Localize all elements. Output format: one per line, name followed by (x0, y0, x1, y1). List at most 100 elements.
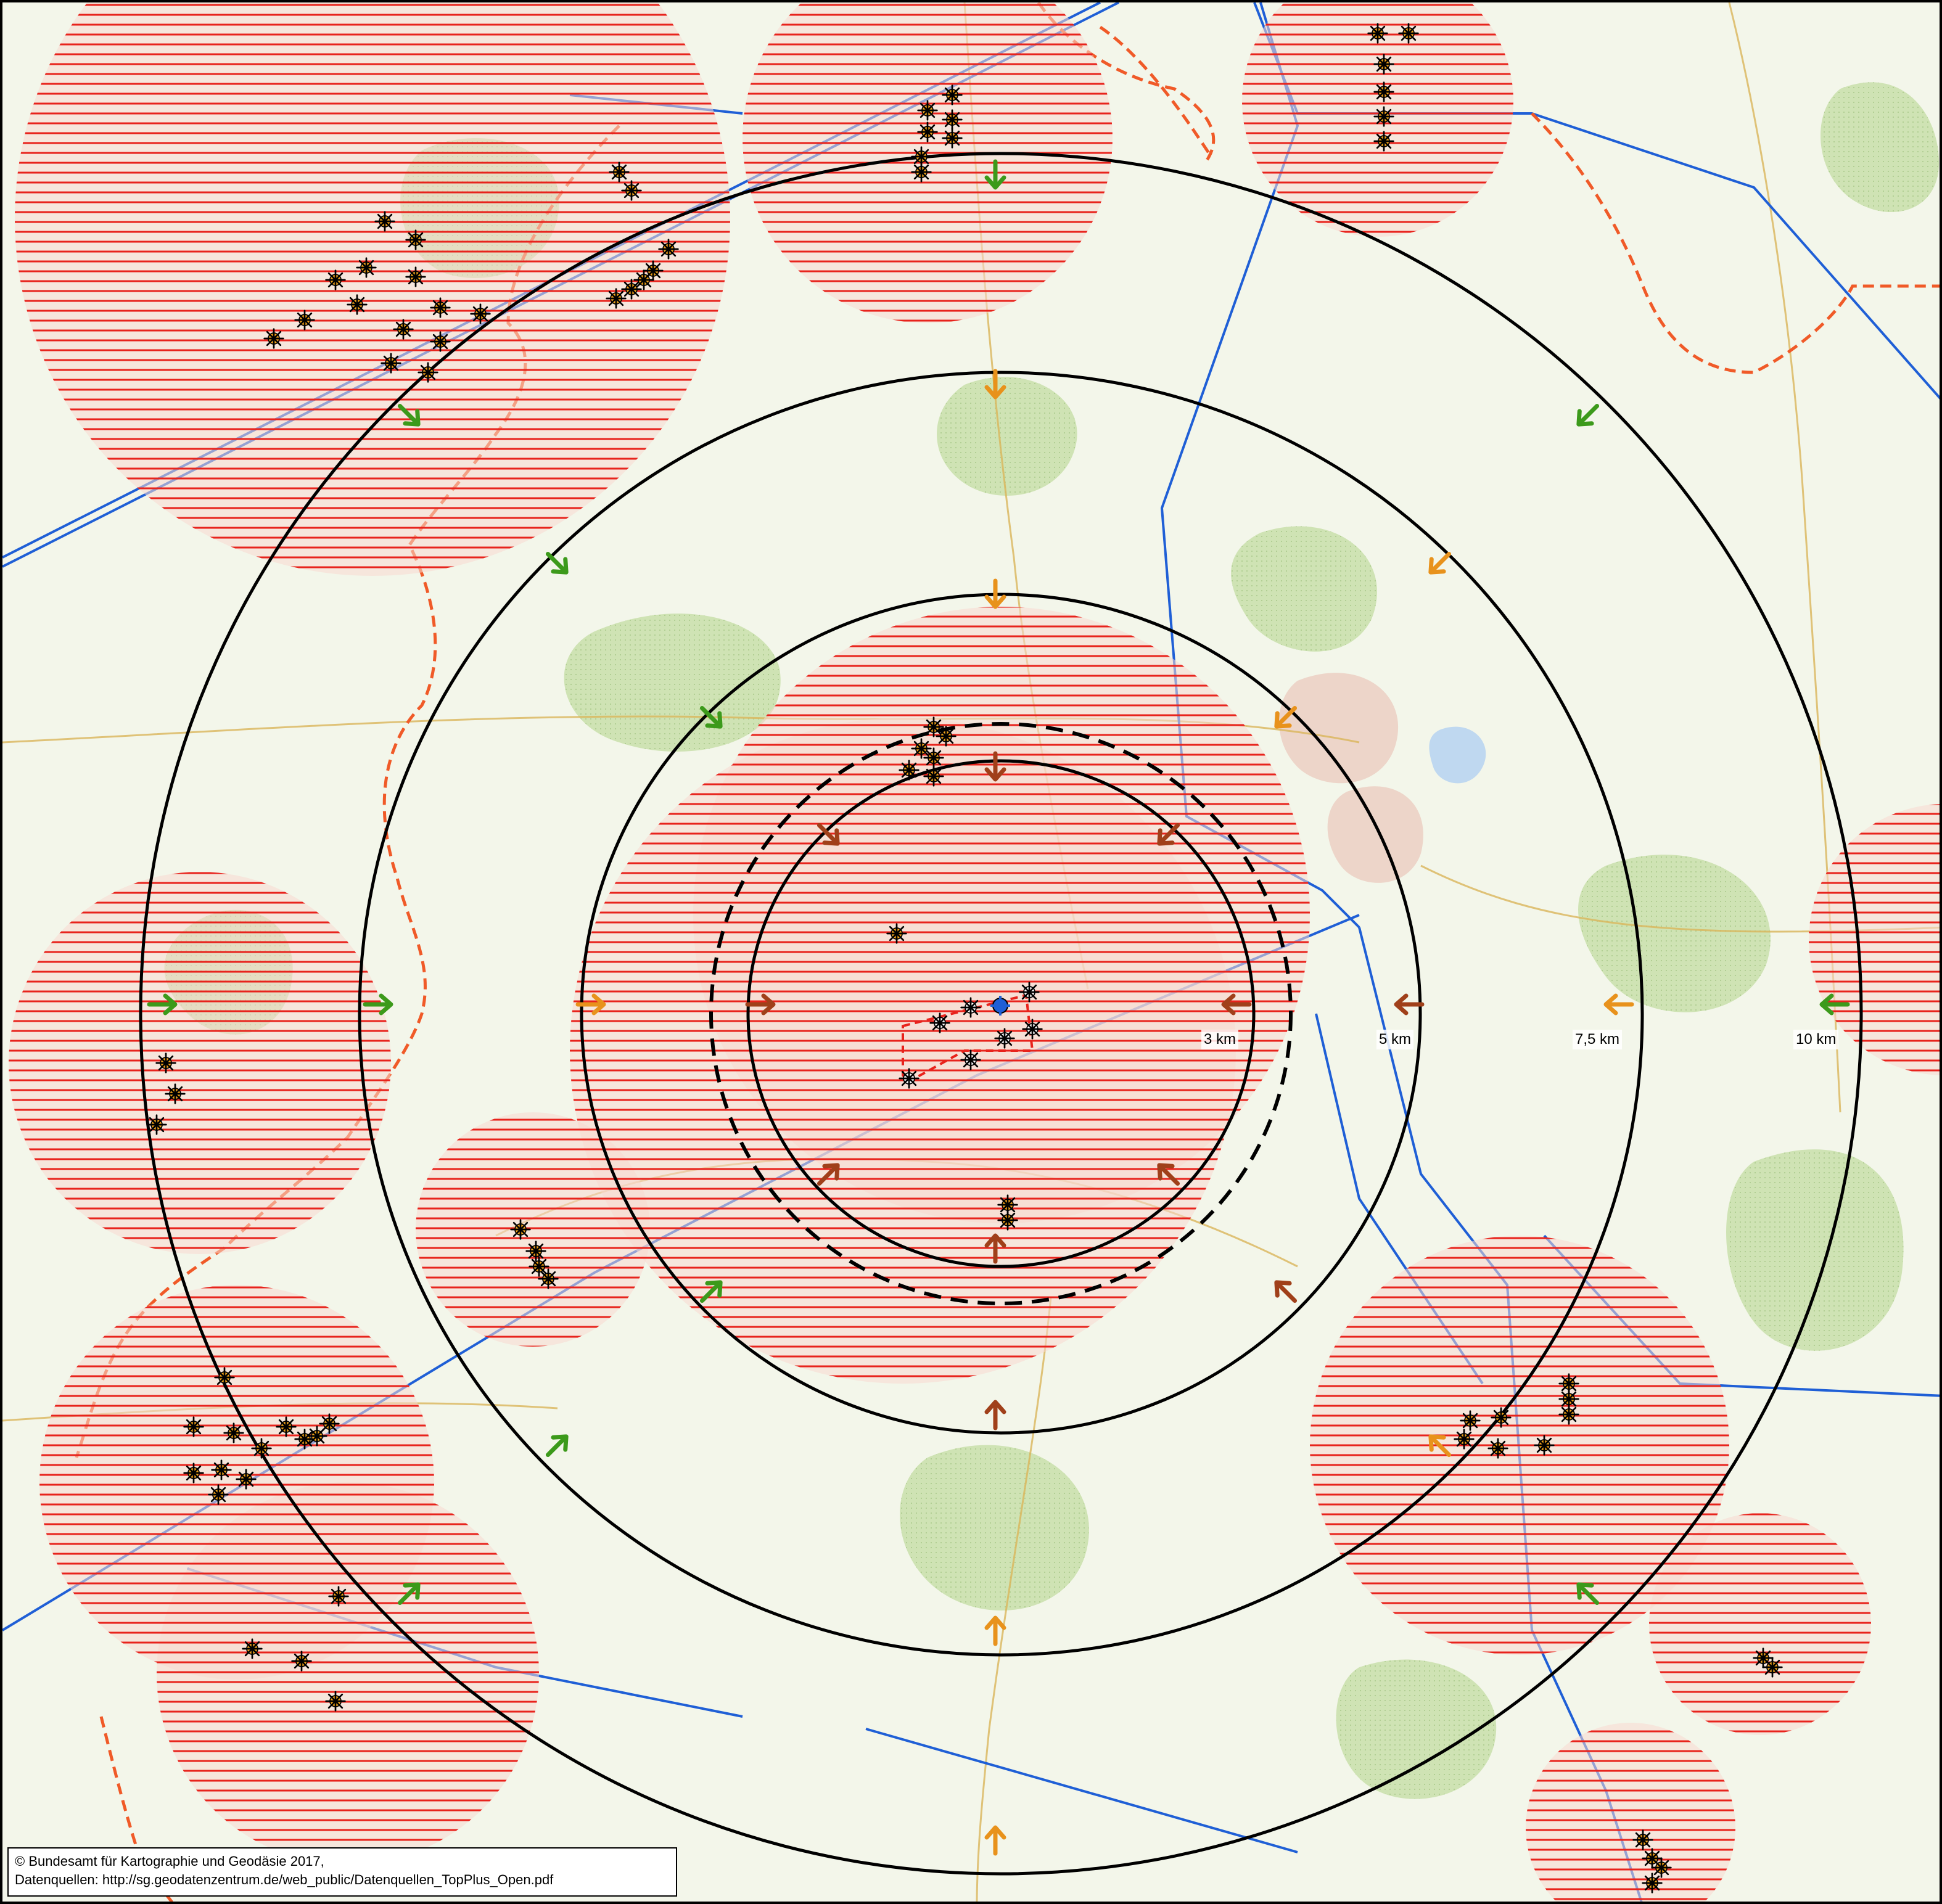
asterisk-turbine-icon (146, 1114, 167, 1135)
arrow-icon (1576, 1582, 1600, 1606)
asterisk-turbine-icon (183, 1463, 204, 1483)
asterisk-turbine-icon (923, 716, 944, 737)
asterisk-turbine-icon (1460, 1410, 1481, 1431)
arrow-icon (363, 993, 393, 1016)
asterisk-turbine-icon (165, 1083, 186, 1104)
asterisk-turbine-icon (1373, 54, 1394, 75)
exclusion-zone (1809, 804, 1940, 1075)
asterisk-turbine-icon (923, 766, 944, 787)
asterisk-turbine-icon (609, 162, 630, 183)
arrow-icon (984, 159, 1006, 190)
asterisk-turbine-icon (347, 294, 368, 315)
asterisk-turbine-icon (325, 269, 346, 290)
asterisk-turbine-icon (917, 100, 938, 121)
arrow-icon (545, 1434, 569, 1458)
exclusion-zone (1242, 2, 1513, 237)
white-turbine-icon (960, 1049, 981, 1070)
asterisk-turbine-icon (328, 1586, 349, 1607)
asterisk-turbine-icon (276, 1416, 297, 1437)
asterisk-turbine-icon (942, 128, 963, 149)
asterisk-turbine-icon (381, 353, 401, 374)
asterisk-turbine-icon (886, 923, 907, 944)
asterisk-turbine-icon (621, 180, 642, 201)
landcover-layer (164, 82, 1939, 1799)
arrow-icon (1274, 1280, 1298, 1303)
asterisk-turbine-icon (899, 760, 920, 781)
exclusion-zone (1526, 1723, 1735, 1902)
asterisk-turbine-icon (325, 1691, 346, 1712)
asterisk-turbine-icon (1373, 131, 1394, 152)
asterisk-turbine-icon (923, 747, 944, 768)
exclusion-zone (157, 1482, 539, 1865)
asterisk-turbine-icon (236, 1469, 257, 1490)
asterisk-turbine-icon (510, 1219, 531, 1240)
arrow-icon (817, 1163, 840, 1186)
asterisk-turbine-icon (1558, 1404, 1579, 1425)
white-turbine-icon (960, 997, 981, 1018)
asterisk-turbine-icon (356, 257, 377, 278)
copyright-box: © Bundesamt für Kartographie und Geodäsi… (7, 1847, 677, 1897)
ring-5km (580, 593, 1422, 1435)
asterisk-turbine-icon (470, 303, 491, 324)
ring-10km (139, 152, 1863, 1876)
arrow-icon (984, 578, 1006, 609)
asterisk-turbine-icon (1373, 106, 1394, 127)
arrow-icon (1274, 705, 1298, 729)
arrow-icon (1819, 993, 1850, 1016)
arrow-icon (984, 369, 1006, 400)
asterisk-turbine-icon (294, 310, 315, 330)
arrow-icon (1394, 993, 1425, 1016)
arrow-icon (984, 1400, 1006, 1430)
asterisk-turbine-icon (418, 362, 438, 383)
ring-label-7-5km: 7,5 km (1573, 1030, 1623, 1049)
arrow-icon (984, 1825, 1006, 1856)
asterisk-turbine-icon (936, 726, 957, 747)
asterisk-turbine-icon (214, 1367, 235, 1388)
asterisk-turbine-icon (183, 1416, 204, 1437)
arrow-icon (1428, 551, 1452, 575)
asterisk-turbine-icon (291, 1651, 312, 1672)
arrow-icon (817, 823, 840, 846)
arrow-icon (984, 751, 1006, 782)
flight-direction-arrows (147, 159, 1850, 1856)
exclusion-zone (9, 872, 391, 1254)
asterisk-turbine-icon (1762, 1657, 1783, 1678)
asterisk-turbine-icon (208, 1484, 229, 1505)
blue-star-icon (990, 996, 1010, 1016)
ring-label-10km: 10 km (1793, 1030, 1839, 1049)
asterisk-turbine-icon (658, 239, 679, 260)
white-turbine-icon (1019, 982, 1040, 1003)
asterisk-turbine-icon (1491, 1407, 1512, 1428)
asterisk-turbine-icon (1367, 23, 1388, 44)
asterisk-turbine-icon (251, 1438, 272, 1459)
asterisk-turbine-icon (529, 1256, 549, 1277)
asterisk-turbine-icon (1398, 23, 1419, 44)
asterisk-turbine-icon (1454, 1429, 1475, 1450)
asterisk-turbine-icon (911, 162, 932, 183)
arrow-icon (1157, 1163, 1180, 1186)
exclusion-zone (15, 2, 730, 576)
arrow-icon (397, 403, 421, 427)
asterisk-turbine-icon (223, 1422, 244, 1443)
arrow-icon (1576, 403, 1600, 427)
asterisk-turbine-icon (1373, 81, 1394, 102)
asterisk-turbine-icon (319, 1413, 340, 1434)
ring-3km (746, 759, 1256, 1268)
asterisk-turbine-icon (911, 738, 932, 759)
ring-7-5km (358, 371, 1644, 1657)
asterisk-turbine-icon (263, 328, 284, 349)
asterisk-turbine-icon (1487, 1438, 1508, 1459)
distance-rings (139, 152, 1863, 1876)
arrow-icon (1603, 993, 1634, 1016)
white-turbine-icon (994, 1028, 1015, 1049)
asterisk-turbine-icon (211, 1459, 232, 1480)
asterisk-turbine-icon (997, 1210, 1018, 1231)
white-turbine-icon (899, 1068, 920, 1089)
asterisk-turbine-icon (525, 1241, 546, 1262)
arrow-icon (1221, 993, 1252, 1016)
asterisk-turbine-icon (155, 1053, 176, 1073)
ring-label-3km: 3 km (1201, 1030, 1239, 1049)
asterisk-turbine-icon (633, 269, 654, 290)
